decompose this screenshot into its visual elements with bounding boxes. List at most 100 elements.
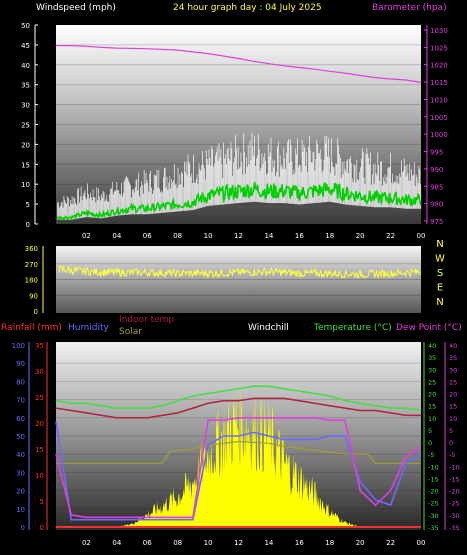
x-tick-label: 22 — [386, 232, 395, 240]
windchill-label: Windchill — [248, 323, 289, 333]
rain-tick-label: 30 — [35, 368, 44, 376]
humidity-tick-label: 60 — [16, 415, 25, 423]
barometer-tick-label: 995 — [430, 149, 443, 157]
barometer-tick-label: 980 — [430, 201, 443, 209]
temperature-tick-label: -10 — [428, 463, 439, 471]
temperature-label: Temperature (°C) — [313, 323, 392, 333]
dewpoint-tick-label: -35 — [449, 524, 460, 532]
direction-ticks: 0 90 180 270 360 — [25, 245, 38, 316]
barometer-axis-label: Barometer (hpa) — [372, 3, 447, 13]
barometer-tick-label: 985 — [430, 183, 443, 191]
windspeed-tick-label: 0 — [26, 221, 30, 229]
rain-tick-label: 0 — [40, 524, 44, 532]
dewpoint-series — [55, 417, 422, 519]
barometer-tick-label: 1000 — [430, 131, 448, 139]
rain-tick-label: 10 — [35, 472, 44, 480]
direction-series — [58, 265, 421, 279]
dewpoint-tick-label: -15 — [449, 475, 460, 483]
humidity-tick-label: 80 — [16, 378, 25, 386]
barometer-tick-label: 1030 — [430, 27, 448, 35]
windspeed-tick-label: 30 — [21, 102, 30, 110]
wind-direction-series — [58, 265, 421, 279]
temperature-tick-label: -25 — [428, 500, 439, 508]
dewpoint-label: Dew Point (°C) — [396, 323, 462, 333]
lower-x-ticks: 02 04 06 08 10 12 14 16 18 20 22 00 — [82, 539, 426, 547]
wind-x-ticks: 02 04 06 08 10 12 14 16 18 20 22 00 — [82, 232, 426, 240]
rain-tick-label: 5 — [40, 498, 44, 506]
direction-tick-label: 180 — [25, 277, 38, 285]
temperature-tick-label: 35 — [428, 354, 436, 362]
direction-panel-background — [56, 246, 421, 313]
windspeed-tick-label: 50 — [21, 22, 30, 30]
temperature-series — [55, 385, 422, 412]
dewpoint-tick-label: -5 — [449, 451, 455, 459]
temperature-tick-label: 15 — [428, 403, 436, 411]
direction-tick-label: 360 — [25, 245, 38, 253]
x-tick-label: 06 — [143, 539, 152, 547]
humidity-tick-label: 40 — [16, 451, 25, 459]
humidity-tick-label: 100 — [12, 342, 25, 350]
x-tick-label: 18 — [325, 539, 334, 547]
temperature-tick-label: 5 — [428, 427, 432, 435]
compass-label: W — [435, 254, 445, 265]
barometer-tick-label: 990 — [430, 166, 443, 174]
temperature-tick-label: 40 — [428, 342, 436, 350]
humidity-tick-label: 50 — [16, 433, 25, 441]
compass-label: N — [436, 297, 443, 308]
windspeed-tick-label: 15 — [21, 161, 30, 169]
x-tick-label: 14 — [264, 232, 273, 240]
barometer-tick-label: 1020 — [430, 62, 448, 70]
x-tick-label: 20 — [356, 539, 365, 547]
x-tick-label: 08 — [173, 232, 182, 240]
barometer-series — [56, 45, 422, 83]
x-tick-label: 18 — [325, 232, 334, 240]
windspeed-tick-label: 40 — [21, 62, 30, 70]
x-tick-label: 02 — [82, 232, 91, 240]
windspeed-tick-label: 45 — [21, 42, 30, 50]
dewpoint-tick-label: 15 — [449, 403, 457, 411]
x-tick-label: 08 — [173, 539, 182, 547]
dewpoint-tick-label: -30 — [449, 512, 460, 520]
barometer-ticks: 975 980 985 990 995 1000 1005 1010 1015 1020 1025 1… — [424, 27, 448, 226]
rain-tick-label: 20 — [35, 420, 44, 428]
temperature-tick-label: -20 — [428, 488, 439, 496]
x-tick-label: 04 — [112, 539, 121, 547]
lower-series — [55, 375, 422, 528]
wind-gust-series — [57, 132, 422, 220]
temperature-tick-label: 10 — [428, 415, 436, 423]
x-tick-label: 10 — [204, 539, 213, 547]
solar-radiation-area — [56, 375, 421, 527]
humidity-tick-label: 90 — [16, 360, 25, 368]
temperature-tick-label: -5 — [428, 451, 434, 459]
humidity-tick-label: 10 — [16, 506, 25, 514]
rain-tick-label: 35 — [35, 342, 44, 350]
rain-tick-label: 15 — [35, 446, 44, 454]
windspeed-tick-label: 35 — [21, 82, 30, 90]
dewpoint-tick-label: 0 — [449, 439, 453, 447]
barometer-tick-label: 1015 — [430, 79, 448, 87]
windspeed-tick-label: 10 — [21, 181, 30, 189]
x-tick-label: 00 — [417, 539, 426, 547]
humidity-tick-label: 70 — [16, 397, 25, 405]
dewpoint-tick-label: 25 — [449, 378, 457, 386]
humidity-series — [55, 421, 422, 521]
x-tick-label: 22 — [386, 539, 395, 547]
compass-label: E — [437, 283, 443, 294]
indoor-temp-series — [55, 397, 421, 419]
x-tick-label: 12 — [234, 232, 243, 240]
dewpoint-tick-label: 30 — [449, 366, 457, 374]
direction-grid — [56, 263, 421, 296]
solar-line — [56, 440, 421, 464]
dewpoint-tick-label: -20 — [449, 488, 460, 496]
x-tick-label: 10 — [204, 232, 213, 240]
barometer-tick-label: 975 — [430, 218, 443, 226]
temperature-tick-label: -30 — [428, 512, 439, 520]
direction-tick-label: 0 — [34, 308, 38, 316]
dewpoint-tick-label: -25 — [449, 500, 460, 508]
dewpoint-tick-label: 40 — [449, 342, 457, 350]
x-tick-label: 16 — [295, 539, 304, 547]
temperature-tick-label: 0 — [428, 439, 432, 447]
barometer-tick-label: 1005 — [430, 114, 448, 122]
windspeed-tick-label: 5 — [26, 201, 30, 209]
